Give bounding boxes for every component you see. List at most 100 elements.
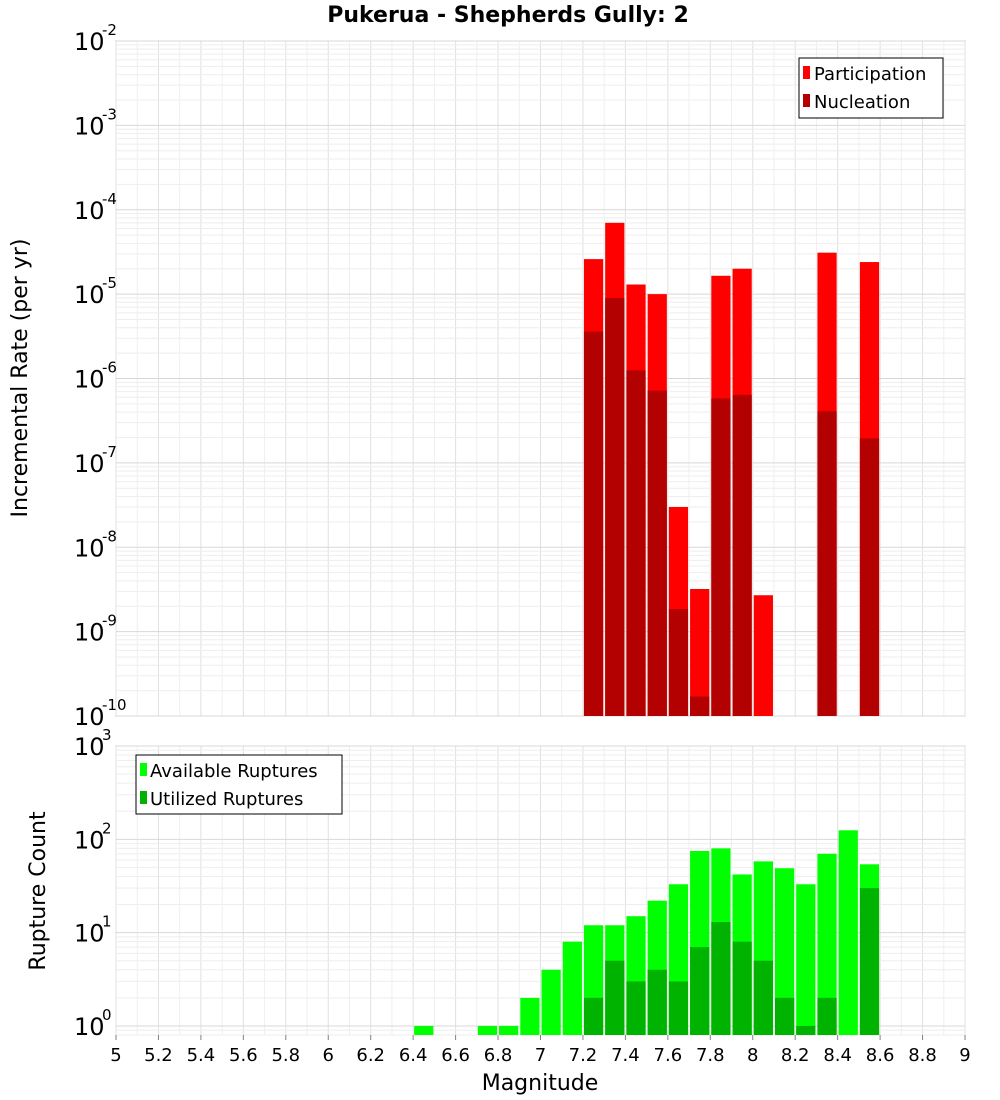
rate-nucleation-bar (668, 609, 689, 716)
count-utilized-ruptures-bar (753, 960, 773, 1035)
y-tick-exponent: 0 (102, 1006, 112, 1024)
count-utilized-ruptures-bar (583, 997, 604, 1035)
y-tick-exponent: -4 (102, 190, 117, 208)
y-tick-base: 10 (74, 112, 105, 140)
x-tick-label: 8.4 (823, 1045, 852, 1066)
y-tick-exponent: -10 (102, 696, 127, 714)
rate-nucleation-bar (732, 394, 752, 716)
y-tick-base: 10 (74, 826, 105, 854)
x-tick-label: 6.6 (441, 1045, 470, 1066)
count-available-ruptures-bar (499, 1025, 519, 1035)
y-tick-exponent: -8 (102, 527, 117, 545)
y-tick-base: 10 (74, 619, 105, 647)
count-legend: Available Ruptures Utilized Ruptures (135, 754, 343, 815)
rate-participation-bar (690, 589, 710, 716)
rate-nucleation-bar (859, 438, 880, 716)
y-tick-label: 10-10 (74, 696, 127, 731)
utilized-ruptures-legend-swatch (140, 791, 147, 804)
y-tick-label: 10-7 (74, 443, 117, 478)
count-available-ruptures-bar (796, 884, 816, 1035)
x-tick-label: 6.2 (356, 1045, 385, 1066)
x-tick-label: 6 (323, 1045, 334, 1066)
x-tick-label: 5.6 (229, 1045, 258, 1066)
participation-legend-label: Participation (814, 64, 926, 85)
count-utilized-ruptures-bar (668, 981, 689, 1035)
rate-grid (115, 40, 966, 717)
nucleation-legend-label: Nucleation (814, 92, 910, 113)
count-utilized-ruptures-bar (626, 981, 646, 1035)
y-tick-base: 10 (74, 28, 105, 56)
rate-legend: Participation Nucleation (798, 57, 944, 119)
y-tick-exponent: 3 (102, 726, 112, 744)
count-utilized-ruptures-bar (732, 941, 752, 1035)
x-tick-label: 9 (959, 1045, 970, 1066)
count-utilized-ruptures-bar (774, 997, 795, 1035)
count-available-ruptures-bar (477, 1025, 498, 1035)
count-utilized-ruptures-bar (859, 888, 880, 1035)
count-utilized-ruptures-bar (690, 947, 710, 1035)
y-tick-exponent: -2 (102, 21, 117, 39)
y-tick-label: 10-9 (74, 612, 117, 647)
y-tick-label: 10-3 (74, 105, 117, 140)
y-tick-label: 10-6 (74, 359, 117, 394)
count-y-axis-label: Rupture Count (26, 811, 51, 971)
x-tick-label: 5.8 (271, 1045, 300, 1066)
x-tick-label: 7.4 (611, 1045, 640, 1066)
count-utilized-ruptures-bar (647, 969, 667, 1035)
x-tick-label: 8.2 (781, 1045, 810, 1066)
count-legend-box (135, 754, 343, 815)
rate-y-axis-label: Incremental Rate (per yr) (8, 239, 33, 518)
rate-nucleation-bar (605, 297, 625, 716)
y-tick-base: 10 (74, 920, 105, 948)
count-available-ruptures-bar (562, 941, 582, 1035)
x-tick-label: 5 (110, 1045, 121, 1066)
x-tick-label: 7.8 (696, 1045, 725, 1066)
rate-nucleation-bar (626, 370, 646, 716)
utilized-ruptures-legend-label: Utilized Ruptures (150, 789, 303, 810)
y-tick-exponent: 1 (102, 913, 112, 931)
x-tick-label: 6.8 (484, 1045, 513, 1066)
x-tick-label: 5.4 (187, 1045, 216, 1066)
y-tick-label: 10-5 (74, 274, 117, 309)
y-tick-label: 10-4 (74, 190, 117, 225)
count-bars (414, 830, 880, 1035)
y-tick-exponent: 2 (102, 819, 112, 837)
y-tick-exponent: -9 (102, 612, 117, 630)
participation-legend-swatch (803, 66, 810, 79)
count-available-ruptures-bar (838, 830, 858, 1035)
count-available-ruptures-bar (817, 853, 837, 1035)
rate-legend-box (798, 57, 944, 119)
count-available-ruptures-bar (520, 997, 540, 1035)
y-tick-label: 100 (74, 1006, 112, 1041)
rate-nucleation-bar (583, 331, 604, 716)
rate-nucleation-bar (817, 411, 837, 716)
rate-participation-bar (753, 595, 773, 716)
x-tick-label: 7.2 (569, 1045, 598, 1066)
y-tick-base: 10 (74, 281, 105, 309)
y-tick-label: 102 (74, 819, 112, 854)
y-tick-base: 10 (74, 450, 105, 478)
y-tick-base: 10 (74, 733, 105, 761)
y-tick-base: 10 (74, 703, 105, 731)
x-tick-label: 6.4 (399, 1045, 428, 1066)
rate-nucleation-bar (690, 696, 710, 716)
chart-title: Pukerua - Shepherds Gully: 2 (327, 3, 689, 28)
y-tick-exponent: -6 (102, 359, 117, 377)
x-tick-label: 8.8 (908, 1045, 937, 1066)
count-available-ruptures-bar (541, 969, 561, 1035)
y-tick-base: 10 (74, 197, 105, 225)
count-utilized-ruptures-bar (711, 922, 731, 1035)
x-tick-label: 8 (747, 1045, 758, 1066)
x-axis-label: Magnitude (482, 1071, 599, 1096)
y-tick-label: 103 (74, 726, 112, 761)
x-tick-label: 5.2 (144, 1045, 173, 1066)
available-ruptures-legend-label: Available Ruptures (150, 761, 318, 782)
rate-bars (583, 222, 880, 716)
y-tick-label: 10-8 (74, 527, 117, 562)
count-available-ruptures-bar (414, 1025, 434, 1035)
count-utilized-ruptures-bar (817, 997, 837, 1035)
magnitude-x-ticks: 5 5.2 5.4 5.6 5.8 6 6.2 6.4 6.6 6.8 7 7.2 7.4 7.6 7.8 8… (110, 1035, 971, 1066)
